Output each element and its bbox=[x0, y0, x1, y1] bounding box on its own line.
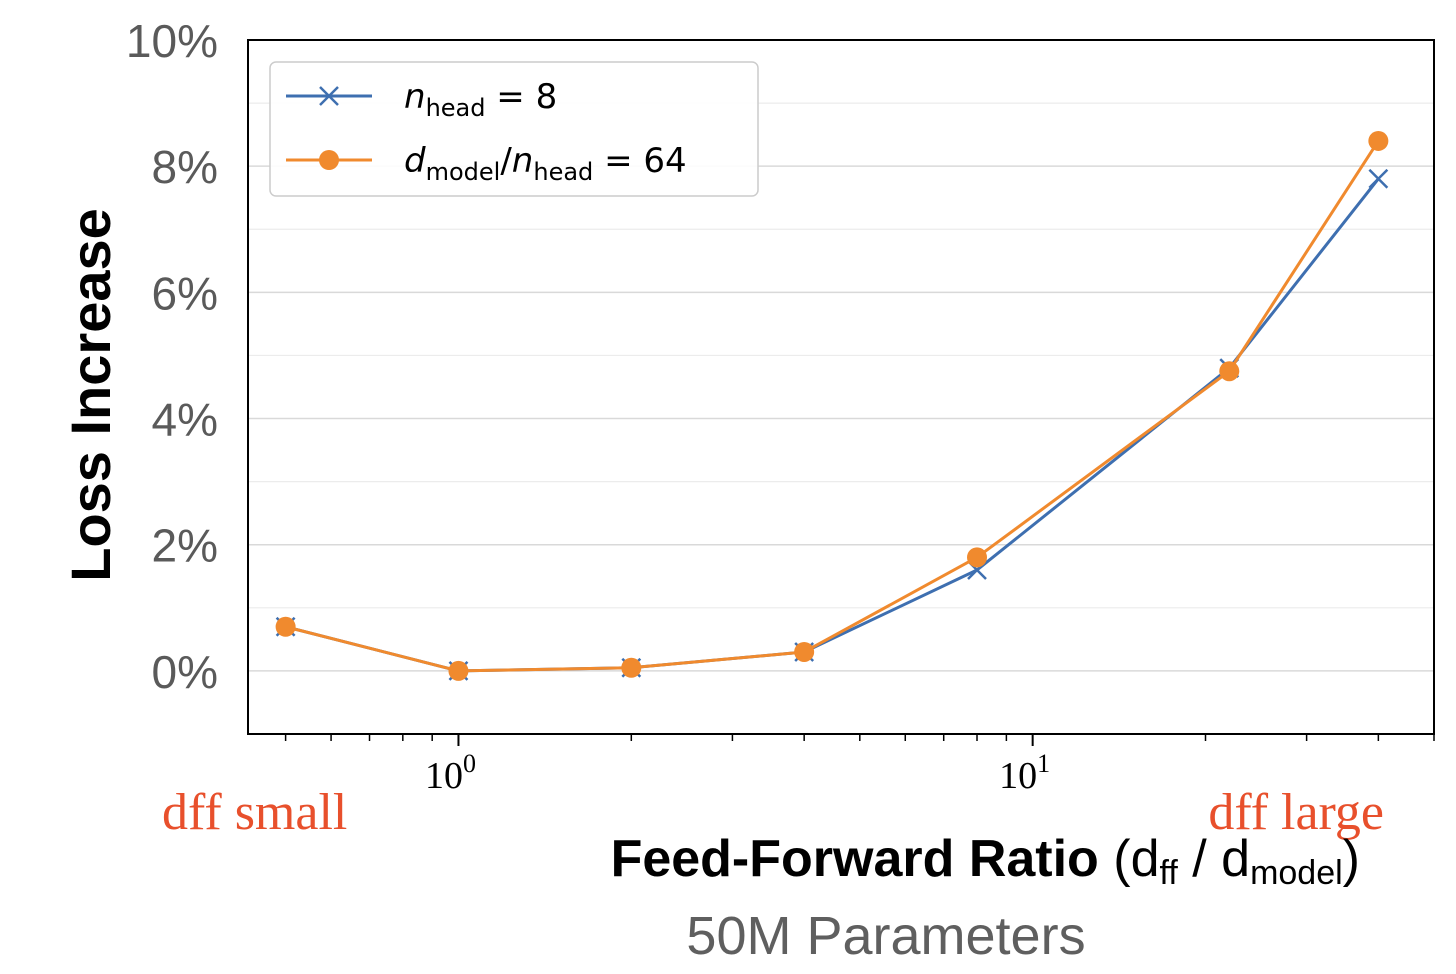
series-layer bbox=[275, 130, 1389, 681]
data-point-x-marker bbox=[1368, 168, 1389, 189]
x-tick-base: 10 bbox=[999, 755, 1037, 797]
x-tick-exponent: 0 bbox=[463, 749, 476, 778]
series-line-1 bbox=[285, 177, 1380, 673]
legend-var-n: n bbox=[404, 77, 426, 117]
data-point-circle-marker bbox=[621, 657, 642, 678]
x-axis-ticks: 100 101 bbox=[284, 734, 1435, 797]
plot-frame bbox=[247, 39, 1435, 735]
data-point-circle-marker bbox=[448, 660, 469, 681]
x-tick-exponent: 1 bbox=[1037, 749, 1050, 778]
legend: nhead = 8 dmodel/nhead = 64 bbox=[269, 61, 759, 197]
y-axis-ticks: 0% 2% 4% 6% 8% 10% bbox=[126, 15, 218, 698]
y-tick-label: 10% bbox=[126, 15, 218, 67]
data-point-circle-marker bbox=[1368, 130, 1389, 151]
annotation-dff-large: dff large bbox=[1208, 784, 1384, 841]
series-line-2 bbox=[285, 140, 1380, 673]
marker-stroke bbox=[1368, 168, 1389, 189]
x-axis-label-close: ) bbox=[1343, 830, 1360, 888]
legend-sub-model: model bbox=[426, 158, 501, 186]
data-point-circle-marker bbox=[1219, 361, 1240, 382]
data-point-circle-marker bbox=[967, 547, 988, 568]
legend-marker-series-1 bbox=[319, 86, 339, 106]
legend-sub-head: head bbox=[426, 94, 486, 122]
legend-marker-series-2 bbox=[319, 150, 339, 170]
annotation-dff-small: dff small bbox=[162, 784, 347, 841]
x-tick-label: 100 bbox=[425, 749, 476, 797]
x-axis-label: Feed-Forward Ratio (dff / dmodel) bbox=[611, 830, 1360, 892]
legend-rest2: = 64 bbox=[593, 141, 686, 181]
legend-var-d: d bbox=[404, 141, 426, 181]
y-tick-label: 2% bbox=[152, 520, 218, 572]
x-tick-label: 101 bbox=[999, 749, 1050, 797]
data-point-circle-marker bbox=[794, 641, 815, 662]
y-tick-label: 8% bbox=[152, 141, 218, 193]
x-axis-label-open: (d bbox=[1099, 830, 1160, 888]
legend-label-series-1: nhead = 8 bbox=[404, 77, 557, 122]
x-tick-base: 10 bbox=[425, 755, 463, 797]
x-axis-label-sub-model: model bbox=[1250, 854, 1343, 892]
legend-var-n2: n bbox=[512, 141, 534, 181]
legend-label-series-2: dmodel/nhead = 64 bbox=[404, 141, 687, 186]
chart-subtitle: 50M Parameters bbox=[686, 906, 1085, 966]
y-tick-label: 0% bbox=[152, 646, 218, 698]
legend-slash: / bbox=[500, 141, 512, 181]
x-axis-label-bold: Feed-Forward Ratio bbox=[611, 830, 1099, 888]
data-point-circle-marker bbox=[275, 616, 296, 637]
x-axis-label-mid: / d bbox=[1178, 830, 1250, 888]
y-axis-label: Loss Increase bbox=[59, 208, 122, 582]
legend-box bbox=[269, 61, 759, 197]
legend-sub-head2: head bbox=[533, 158, 593, 186]
y-tick-label: 6% bbox=[152, 267, 218, 319]
x-axis-label-sub-ff: ff bbox=[1160, 854, 1179, 892]
legend-rest: = 8 bbox=[485, 77, 557, 117]
y-tick-label: 4% bbox=[152, 394, 218, 446]
